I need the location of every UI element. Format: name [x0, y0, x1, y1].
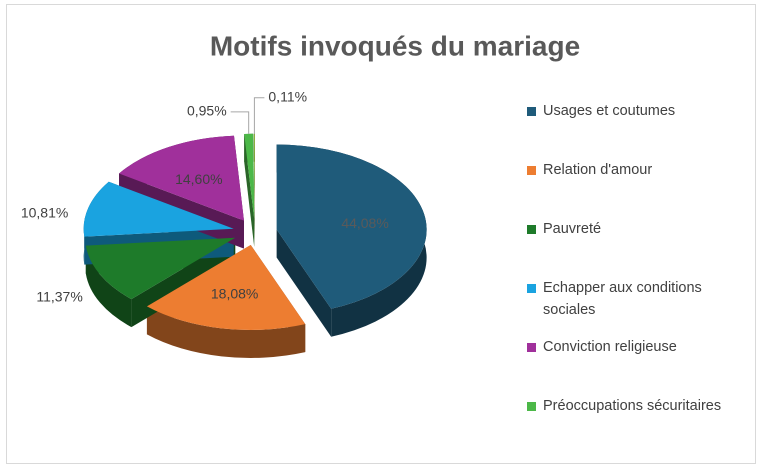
data-label: 11,37%: [36, 288, 82, 304]
legend-label: Préoccupations sécuritaires: [543, 398, 722, 414]
slice-wall: [276, 229, 332, 337]
legend-swatch: [527, 225, 536, 234]
data-label: 10,81%: [21, 204, 68, 220]
legend-label: Conviction religieuse: [543, 339, 677, 355]
slice-wall: [244, 133, 255, 247]
slice-outer-wall: [146, 306, 306, 358]
legend-swatch: [527, 343, 536, 352]
legend-swatch: [527, 166, 536, 175]
legend-item: Echapper aux conditions sociales: [527, 277, 742, 336]
slice-wall: [253, 133, 255, 247]
pie-slice: [276, 144, 427, 309]
pie-slice: [85, 237, 236, 300]
legend-item: Usages et coutumes: [527, 100, 742, 159]
data-label: 0,11%: [268, 89, 307, 105]
legend-label: Echapper aux conditions sociales: [543, 280, 702, 318]
pie-slice: [146, 244, 306, 330]
legend-item: Pauvreté: [527, 218, 742, 277]
pie-slice: [119, 135, 244, 221]
legend-item: Relation d'amour: [527, 159, 742, 218]
legend: Usages et coutumes Relation d'amour Pauvre…: [527, 100, 742, 454]
leader-line: [253, 97, 265, 134]
legend-swatch: [527, 402, 536, 411]
legend-item: Conviction religieuse: [527, 336, 742, 395]
data-label: 44,08%: [341, 215, 388, 231]
data-label: 18,08%: [211, 286, 258, 302]
pie-slice: [83, 181, 234, 237]
chart-frame: [6, 4, 756, 464]
pie-tops: [83, 133, 427, 330]
pie-slice: [244, 133, 255, 219]
chart-title: Motifs invoqués du mariage: [210, 30, 580, 61]
legend-label: Relation d'amour: [543, 162, 653, 178]
legend-item: Préoccupations sécuritaires: [527, 395, 742, 454]
slice-outer-wall: [85, 245, 132, 328]
legend-label: Pauvreté: [543, 221, 602, 237]
data-label: 14,60%: [175, 171, 222, 187]
leader-line: [230, 111, 250, 134]
legend-label: Usages et coutumes: [543, 103, 676, 119]
legend-swatch: [527, 284, 536, 293]
data-label: 0,95%: [187, 103, 227, 119]
pie-slice: [253, 133, 255, 219]
legend-swatch: [527, 107, 536, 116]
